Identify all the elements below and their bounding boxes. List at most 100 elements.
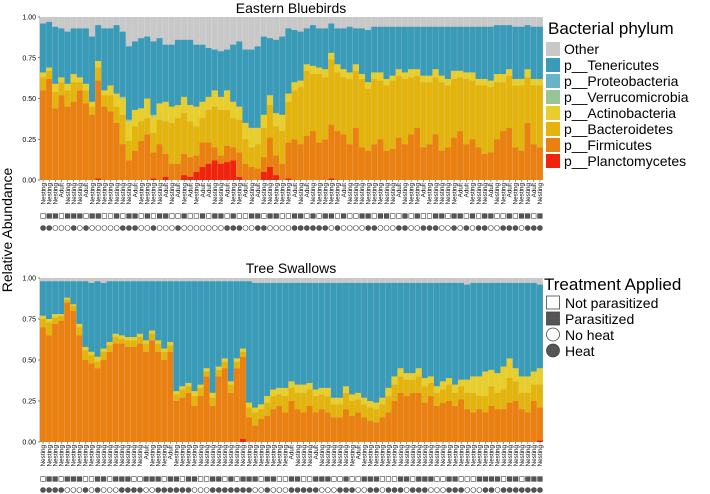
bar-segment-planctomycetes (217, 163, 225, 180)
bar-segment-tenericutes (482, 282, 489, 372)
marker-parasitized (298, 213, 304, 219)
bar-segment-tenericutes (161, 281, 168, 349)
marker-not-parasitized (58, 213, 65, 219)
x-tick-label: Nesting (361, 445, 368, 467)
bar-segment-bacteroidetes (70, 82, 77, 102)
bar-segment-firmicutes (432, 134, 439, 180)
bar-segment-firmicutes (149, 340, 156, 442)
bar-segment-tenericutes (524, 25, 531, 70)
bar-segment-firmicutes (89, 114, 96, 180)
bar-segment-bacteroidetes (452, 392, 459, 406)
bar-segment-tenericutes (322, 28, 329, 70)
bar-segment-tenericutes (476, 282, 483, 377)
marker-heat (420, 225, 427, 231)
bar-segment-tenericutes (415, 282, 422, 369)
bar-segment-tenericutes (217, 51, 225, 97)
bar-segment-bacteroidetes (124, 340, 131, 347)
bar-segment-actinobacteria (130, 337, 137, 341)
marker-heat (446, 487, 452, 493)
marker-parasitized (71, 213, 77, 219)
marker-parasitized (373, 476, 379, 482)
marker-heat (150, 225, 157, 231)
bar-segment-tenericutes (205, 47, 212, 97)
bar-segment-firmicutes (40, 90, 47, 180)
marker-parasitized (216, 476, 222, 482)
bar-segment-bacteroidetes (252, 412, 259, 426)
bar-segment-bacteroidetes (217, 109, 225, 156)
bar-segment-actinobacteria (46, 319, 53, 323)
bar-segment-bacteroidetes (518, 392, 525, 410)
x-tick-label: Nesting (494, 183, 501, 205)
bar-segment-bacteroidetes (395, 75, 402, 138)
x-tick-label: Adult (132, 183, 139, 198)
x-tick-label: Nesting (192, 445, 199, 467)
marker-no-heat (494, 487, 501, 493)
bar-segment-bacteroidetes (136, 337, 144, 344)
marker-not-parasitized (131, 476, 137, 482)
bar-segment-firmicutes (512, 147, 519, 180)
bar-segment-firmicutes (457, 131, 464, 180)
marker-no-heat (162, 225, 169, 231)
bar-segment-bacteroidetes (266, 105, 274, 138)
bar-segment-tenericutes (130, 281, 137, 338)
bar-segment-actinobacteria (493, 74, 501, 83)
bar-segment-planctomycetes (95, 178, 102, 180)
y-tick-label: 0.50 (22, 358, 36, 365)
marker-heat (322, 225, 329, 231)
marker-parasitized (119, 476, 125, 482)
bar-segment-actinobacteria (446, 378, 453, 385)
legend-swatch-bacteroidetes (546, 122, 560, 136)
bar-segment-actinobacteria (70, 74, 77, 83)
x-tick-label: Nesting (240, 445, 247, 467)
marker-heat (396, 225, 402, 231)
bar-segment-tenericutes (336, 282, 344, 398)
bar-segment-firmicutes (161, 360, 168, 442)
marker-heat (261, 225, 267, 231)
bar-segment-tenericutes (136, 281, 144, 334)
marker-no-heat (379, 487, 386, 493)
bar-segment-firmicutes (469, 139, 476, 180)
marker-heat (343, 487, 349, 493)
x-tick-label: Nesting (434, 445, 441, 467)
bar-segment-firmicutes (294, 409, 301, 442)
bar-segment-tenericutes (70, 281, 77, 305)
marker-heat (137, 487, 143, 493)
x-tick-label: Adult (304, 183, 311, 198)
marker-not-parasitized (353, 213, 359, 219)
bar-segment-bacteroidetes (112, 337, 119, 344)
bar-segment-firmicutes (464, 409, 471, 442)
bar-segment-firmicutes (95, 80, 102, 179)
marker-not-parasitized (279, 213, 285, 219)
bar-segment-actinobacteria (421, 378, 428, 387)
x-tick-label: Nesting (180, 445, 187, 467)
bar-segment-bacteroidetes (276, 394, 283, 406)
marker-no-heat (414, 225, 421, 231)
bar-segment-firmicutes (143, 351, 150, 442)
bar-segment-firmicutes (524, 122, 531, 180)
bar-segment-tenericutes (100, 282, 107, 349)
x-tick-label: Nesting (267, 183, 274, 205)
marker-heat (300, 487, 307, 493)
bar-segment-verrucomicrobia (125, 119, 133, 122)
bar-segment-bacteroidetes (285, 101, 292, 143)
bar-segment-firmicutes (264, 415, 271, 442)
bar-segment-firmicutes (352, 127, 359, 180)
bar-segment-actinobacteria (524, 69, 531, 78)
bar-segment-bacteroidetes (143, 343, 150, 352)
bar-segment-bacteroidetes (361, 404, 368, 418)
marker-no-heat (101, 225, 108, 231)
x-tick-label: Nesting (380, 445, 387, 467)
bar-segment-tenericutes (125, 46, 133, 120)
legend-label-verrucomicrobia: p__Verrucomicrobia (564, 89, 689, 105)
x-tick-label: Nesting (531, 445, 538, 467)
bar-segment-firmicutes (132, 150, 139, 180)
bar-segment-firmicutes (536, 407, 543, 441)
marker-parasitized (52, 476, 58, 482)
bar-segment-tenericutes (64, 31, 71, 84)
bar-segment-tenericutes (512, 26, 519, 79)
marker-parasitized (531, 476, 537, 482)
marker-not-parasitized (242, 213, 249, 219)
marker-not-parasitized (475, 213, 482, 219)
bar-segment-firmicutes (420, 147, 427, 180)
marker-heat (120, 225, 126, 231)
